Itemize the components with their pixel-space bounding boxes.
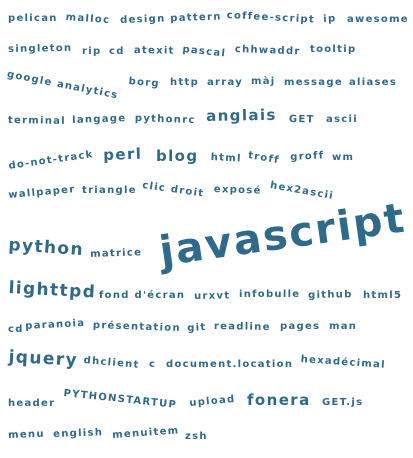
tag-link[interactable]: python: [8, 237, 85, 259]
tag-link[interactable]: html: [210, 153, 241, 165]
tag-link[interactable]: groff: [290, 151, 325, 163]
tag-link[interactable]: cd: [109, 47, 125, 57]
tag-link[interactable]: urxvt: [194, 291, 230, 302]
tag-link[interactable]: lighttpd: [8, 280, 96, 302]
tag-link[interactable]: chhwaddr: [235, 45, 301, 57]
tag-link[interactable]: perl: [103, 147, 143, 163]
tag-link[interactable]: ip: [323, 14, 337, 25]
tag-link[interactable]: wallpaper: [8, 185, 76, 201]
tag-link[interactable]: aliases: [349, 78, 397, 88]
tag-link[interactable]: malloc: [65, 13, 110, 26]
tag-link[interactable]: english: [53, 428, 103, 440]
tag-link[interactable]: pythonrc: [135, 114, 196, 126]
tag-link[interactable]: hexadécimal: [300, 355, 386, 371]
tag-link[interactable]: fond d'écran: [99, 291, 185, 301]
tag-link[interactable]: blog: [156, 149, 199, 164]
tag-link[interactable]: do-not-track: [8, 150, 94, 172]
tag-link[interactable]: menuitem: [112, 426, 180, 441]
tag-link[interactable]: présentation: [93, 321, 181, 334]
tag-link[interactable]: message: [284, 78, 343, 88]
tag-link[interactable]: html5: [363, 291, 402, 301]
tag-link[interactable]: git: [187, 323, 207, 334]
tag-link[interactable]: pelican: [8, 14, 58, 24]
tag-link[interactable]: awesome: [347, 15, 409, 25]
tag-link[interactable]: troff: [247, 151, 280, 166]
tag-link[interactable]: array: [207, 78, 243, 88]
tag-link[interactable]: triangle: [82, 186, 137, 196]
tag-link[interactable]: hex2ascii: [269, 181, 334, 202]
tag-link[interactable]: cd: [8, 325, 24, 335]
tag-link[interactable]: http: [170, 78, 199, 88]
tag-link[interactable]: c: [149, 360, 156, 370]
tag-link[interactable]: matrice: [90, 248, 142, 260]
tag-link[interactable]: zsh: [185, 432, 208, 442]
tag-link[interactable]: màj: [251, 77, 276, 87]
tag-link[interactable]: singleton: [8, 44, 73, 55]
tag-link[interactable]: pascal: [182, 45, 227, 60]
tag-link[interactable]: tooltip: [310, 45, 356, 55]
tag-link[interactable]: man: [329, 322, 357, 332]
tag-link[interactable]: google analytics: [6, 70, 119, 101]
tag-link[interactable]: document.location: [166, 360, 293, 370]
tag-link[interactable]: ascii: [326, 115, 358, 125]
tag-link[interactable]: fonera: [247, 393, 311, 408]
tag-link[interactable]: upload: [189, 395, 236, 409]
tag-link[interactable]: wm: [332, 153, 354, 163]
tag-link[interactable]: terminal: [8, 116, 66, 127]
tag-link[interactable]: anglais: [206, 108, 277, 124]
tag-link[interactable]: exposé: [214, 185, 262, 197]
tag-link[interactable]: github: [308, 290, 353, 301]
tag-link[interactable]: GET: [289, 115, 315, 125]
tag-link[interactable]: header: [8, 399, 55, 409]
tag-link[interactable]: borg: [128, 77, 160, 90]
tag-link[interactable]: jquery: [8, 349, 78, 370]
tag-link[interactable]: readline: [214, 322, 271, 333]
tag-link[interactable]: coffee-script: [226, 11, 315, 26]
tag-link[interactable]: pages: [280, 322, 320, 332]
tag-link[interactable]: GET.js: [322, 398, 363, 408]
tag-link[interactable]: langage: [72, 114, 127, 126]
tag-link[interactable]: infobulle: [239, 290, 300, 300]
tag-link[interactable]: PYTHONSTARTUP: [63, 389, 177, 411]
tag-link[interactable]: paranoia: [25, 319, 86, 332]
tag-link[interactable]: atexit: [134, 46, 175, 57]
tag-link[interactable]: javascript: [157, 197, 408, 272]
tag-link[interactable]: design pattern: [120, 12, 222, 26]
tag-link[interactable]: rip: [82, 47, 101, 57]
tag-link[interactable]: menu: [8, 430, 45, 441]
tag-link[interactable]: dhclient: [83, 356, 140, 371]
tag-link[interactable]: clic droit: [142, 181, 205, 200]
